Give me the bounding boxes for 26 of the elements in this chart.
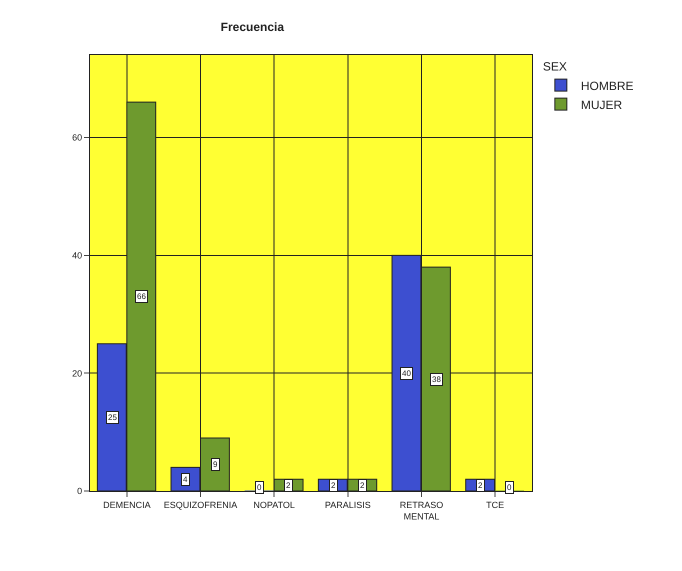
x-tick-label: PARALISIS <box>324 500 371 510</box>
data-label: 40 <box>402 369 412 378</box>
data-label: 38 <box>432 375 442 384</box>
data-label: 2 <box>478 481 483 490</box>
data-label: 0 <box>507 483 512 492</box>
x-tick-label: RETRASO MENTAL <box>400 500 444 522</box>
y-tick-label: 0 <box>77 486 82 496</box>
x-tick-label: ESQUIZOFRENIA <box>164 500 238 510</box>
data-label: 9 <box>213 460 218 469</box>
x-tick-label: TCE <box>486 500 504 510</box>
data-label: 4 <box>183 475 188 484</box>
data-label: 0 <box>257 483 262 492</box>
x-tick-label: NOPATOL <box>253 500 295 510</box>
chart-title: Frecuencia <box>220 20 284 34</box>
data-label: 2 <box>331 481 336 490</box>
data-label: 25 <box>108 413 118 422</box>
y-tick-label: 20 <box>72 368 82 378</box>
legend-label: HOMBRE <box>580 78 634 93</box>
data-label: 2 <box>360 481 365 490</box>
y-tick-label: 60 <box>72 132 82 143</box>
x-tick-label: DEMENCIA <box>103 500 151 510</box>
data-label: 2 <box>286 481 291 490</box>
legend-title: SEX <box>542 60 567 74</box>
legend-label: MUJER <box>580 98 623 112</box>
y-tick-label: 40 <box>72 250 82 260</box>
data-label: 66 <box>137 292 146 301</box>
